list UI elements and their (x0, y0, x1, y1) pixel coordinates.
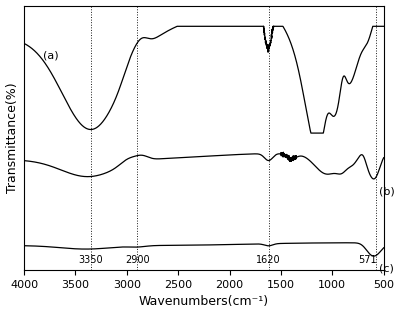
Y-axis label: Transmittance(%): Transmittance(%) (6, 83, 18, 193)
Text: 1620: 1620 (256, 255, 281, 265)
Text: (c): (c) (379, 264, 394, 274)
Text: 2900: 2900 (125, 255, 150, 265)
Text: (a): (a) (43, 50, 58, 60)
X-axis label: Wavenumbers(cm⁻¹): Wavenumbers(cm⁻¹) (139, 295, 269, 308)
Text: (b): (b) (379, 187, 395, 197)
Text: 3350: 3350 (79, 255, 103, 265)
Text: 571: 571 (358, 255, 377, 265)
